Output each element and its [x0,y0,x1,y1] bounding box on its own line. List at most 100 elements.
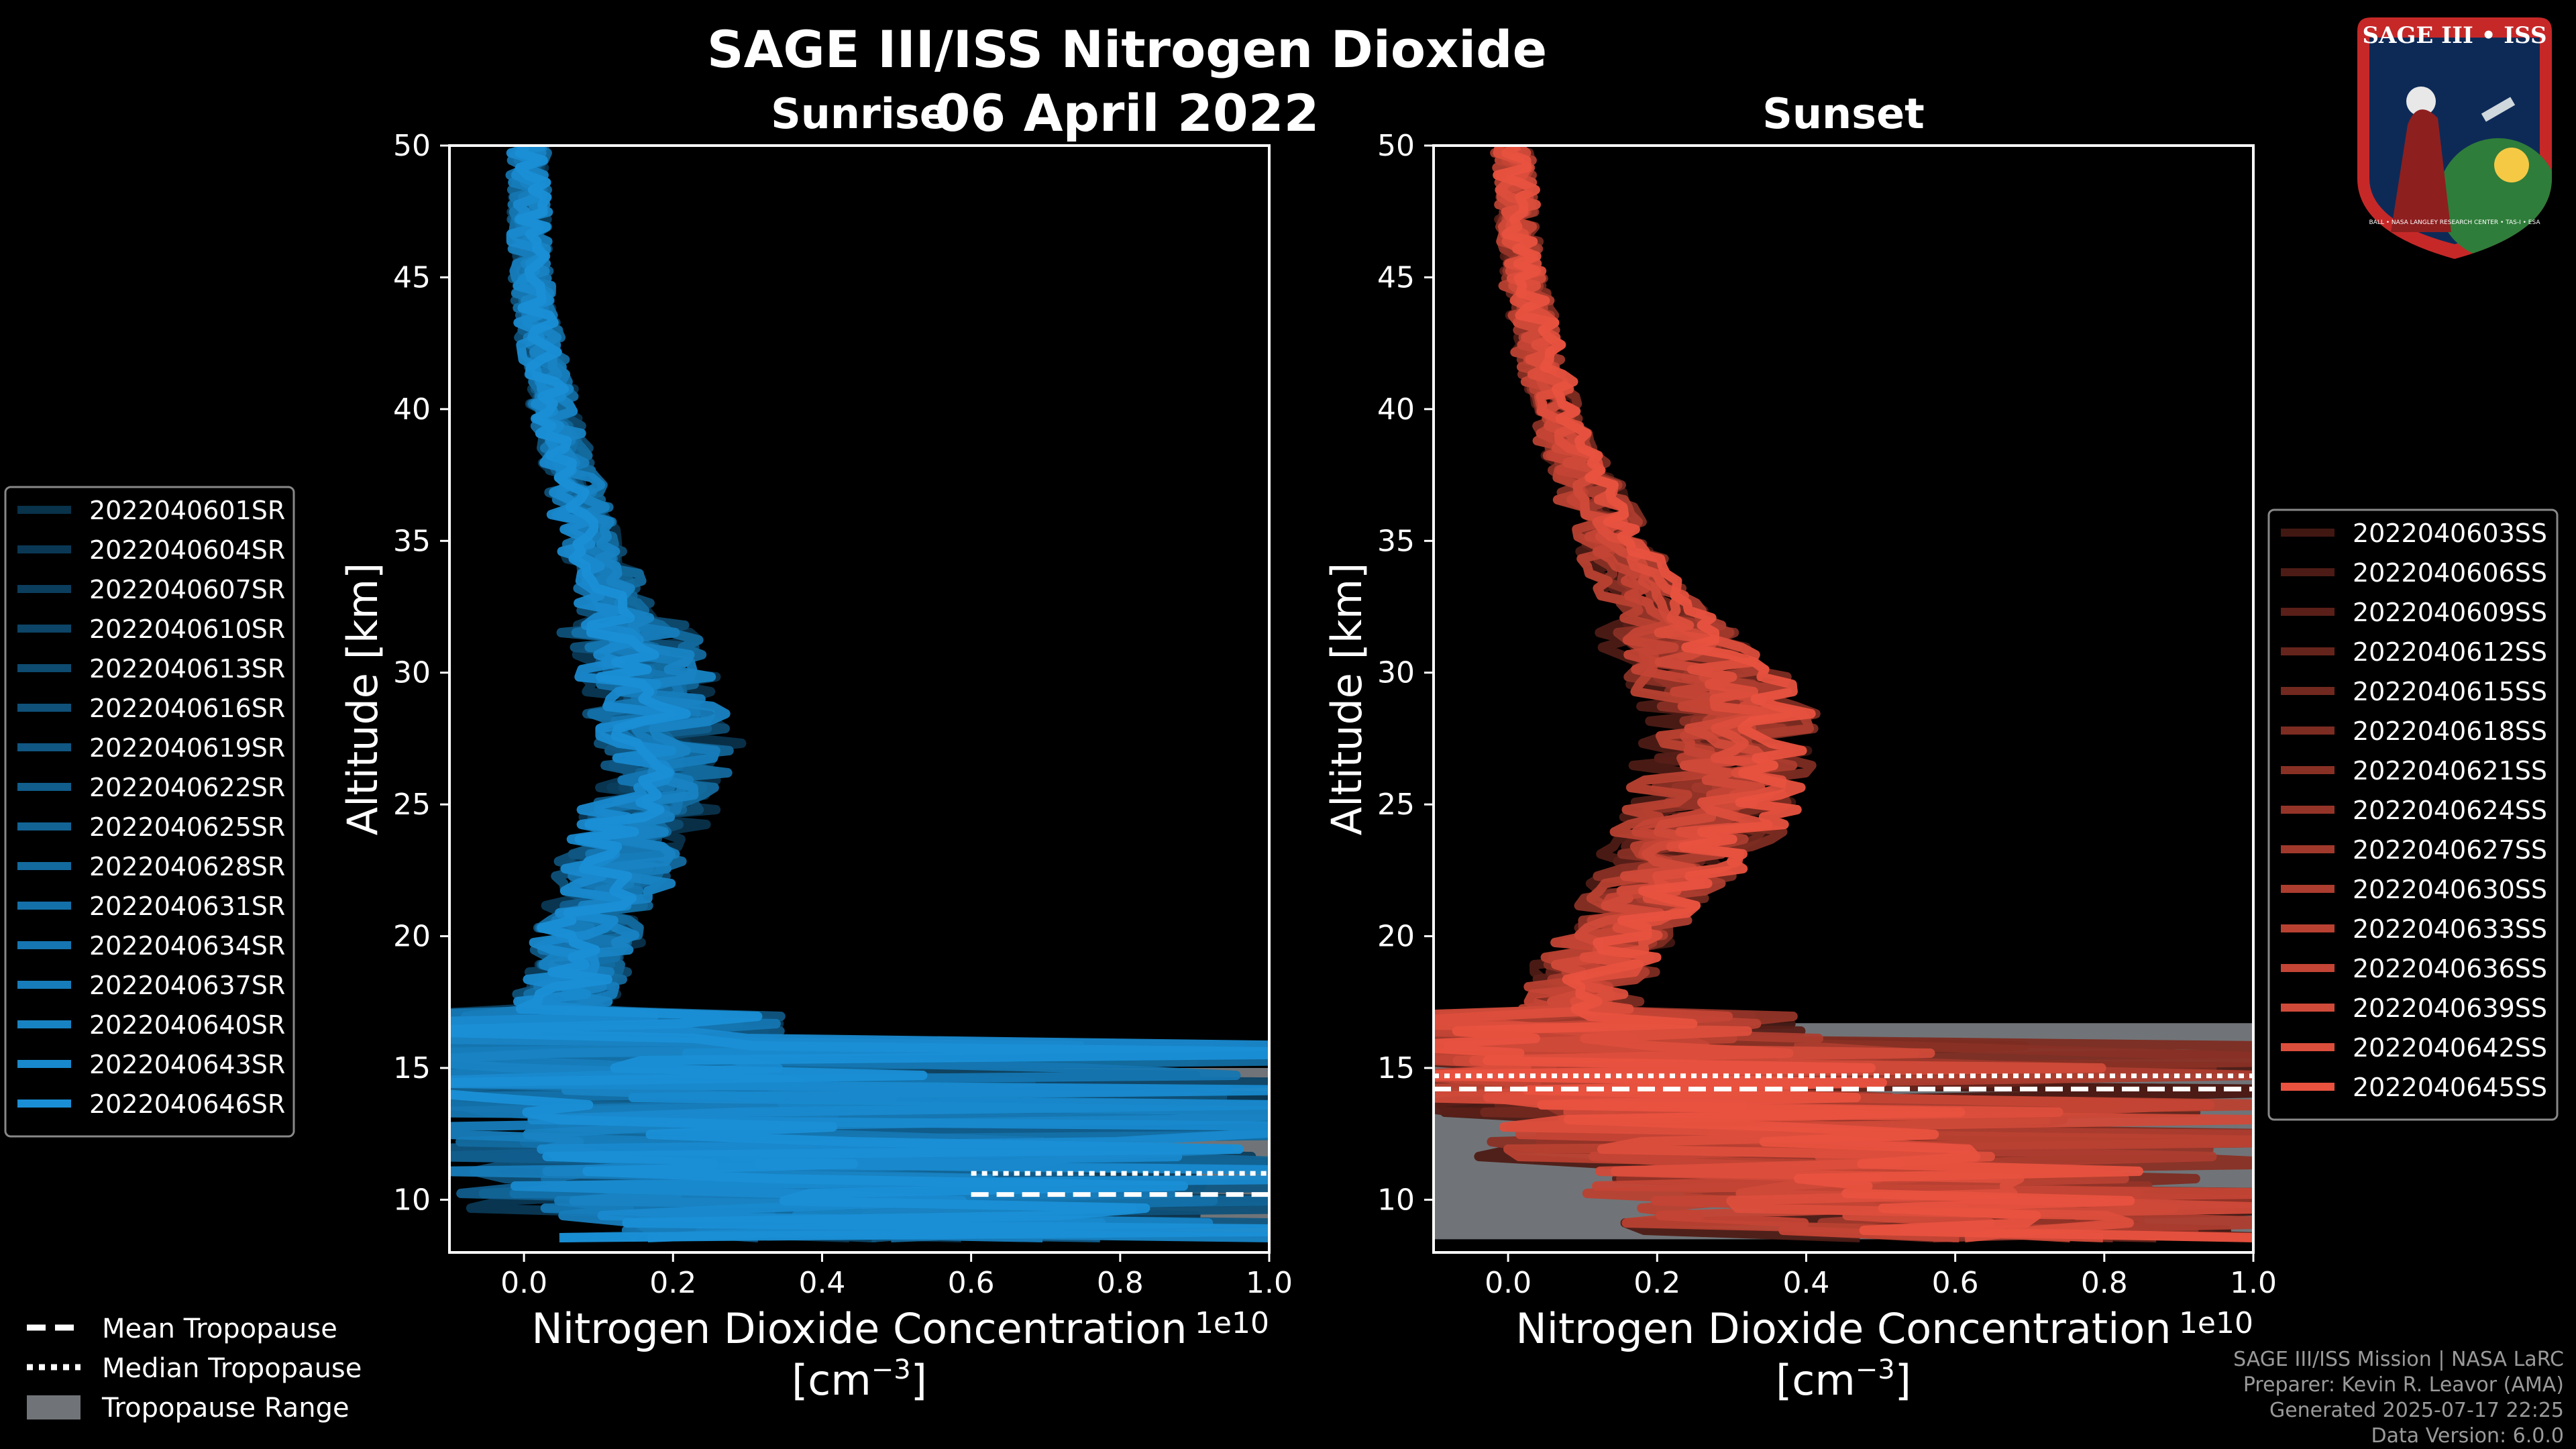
wizard-figure-icon [2391,109,2451,232]
tropopause-range-legend-swatch [27,1395,80,1419]
legend-label: 2022040639SS [2353,994,2547,1023]
x-axis-unit: [cm−3] [792,1354,927,1405]
x-tick-label: 1.0 [2230,1266,2277,1300]
legend-label: 2022040606SS [2353,558,2547,588]
legend-label: 2022040634SR [89,931,285,961]
sun-icon [2494,148,2529,182]
plot-frame [1432,144,2255,1254]
x-tick-label: 0.2 [649,1266,696,1300]
x-scale-label: 1e10 [2179,1306,2253,1340]
y-axis-label: Altitude [km] [1322,563,1371,836]
plot-frame [448,144,1271,1254]
y-tick-label: 25 [393,788,431,822]
x-tick-label: 0.8 [1097,1266,1144,1300]
profile-lines [449,146,1269,1242]
y-tick-label: 45 [393,260,431,294]
y-tick-label: 20 [1377,920,1415,954]
legend-label: 2022040643SR [89,1050,285,1079]
y-tick-label: 15 [1377,1051,1415,1085]
chart-title: SAGE III/ISS Nitrogen Dioxide [707,19,1547,79]
y-tick-label: 35 [393,524,431,558]
legend-label: 2022040637SR [89,971,285,1000]
legend-label: 2022040601SR [89,496,285,525]
panel-title: Sunrise [771,89,948,138]
legend-label: 2022040613SR [89,654,285,684]
profile-lines [1434,146,2253,1242]
x-tick-label: 0.0 [1485,1266,1532,1300]
logo-caption: BALL • NASA LANGLEY RESEARCH CENTER • TA… [2369,219,2540,226]
legend-label: 2022040630SS [2353,875,2547,904]
panel-title: Sunset [1762,89,1925,138]
y-tick-label: 25 [1377,788,1415,822]
y-tick-label: 45 [1377,260,1415,294]
legend-label: 2022040633SS [2353,914,2547,944]
sunrise-legend: 2022040601SR 2022040604SR 2022040607SR 2022… [4,486,295,1138]
x-axis-label: Nitrogen Dioxide Concentration [1515,1304,2171,1353]
y-tick-label: 10 [393,1183,431,1217]
legend-label: 2022040604SR [89,535,285,565]
x-axis-unit: [cm−3] [1776,1354,1911,1405]
legend-label: 2022040610SR [89,614,285,644]
x-tick-label: 0.6 [948,1266,995,1300]
y-axis-label: Altitude [km] [338,563,387,836]
legend-label: 2022040616SR [89,694,285,723]
x-tick-label: 0.2 [1633,1266,1680,1300]
sunset-legend: 2022040603SS 2022040606SS 2022040609SS 2022… [2267,508,2559,1121]
legend-box [2267,508,2559,1121]
iss-icon [2481,97,2516,122]
x-scale-label: 1e10 [1195,1306,1269,1340]
y-tick-label: 30 [393,656,431,690]
legend-label: 2022040627SS [2353,835,2547,865]
legend-label: 2022040646SR [89,1089,285,1119]
tropopause-range-legend-label: Tropopause Range [101,1393,350,1424]
legend-label: 2022040624SS [2353,796,2547,825]
y-tick-label: 50 [393,129,431,163]
profile-line-2022040645SS [1434,146,2253,1242]
y-tick-label: 30 [1377,656,1415,690]
sunset-panel: 0.0 0.2 0.4 0.6 0.8 1.0 10 15 20 25 30 35 40 45 50 Suns… [1322,89,2277,1405]
footer-mission: SAGE III/ISS Mission | NASA LaRC [2233,1348,2564,1371]
sunrise-panel: 0.0 0.2 0.4 0.6 0.8 1.0 10 15 20 25 30 35 40 45 50 Sunr… [338,89,1293,1405]
y-tick-label: 15 [393,1051,431,1085]
legend-box [4,486,295,1138]
mean-tropopause-legend-label: Mean Tropopause [102,1313,337,1344]
legend-label: 2022040628SR [89,852,285,881]
y-tick-label: 50 [1377,129,1415,163]
legend-label: 2022040622SR [89,773,285,802]
x-tick-label: 0.8 [2081,1266,2128,1300]
legend-label: 2022040607SR [89,575,285,604]
x-tick-label: 1.0 [1246,1266,1293,1300]
profile-line-2022040646SR [449,146,1269,1242]
y-tick-label: 40 [1377,392,1415,427]
logo-text: SAGE III • ISS [2362,22,2546,49]
legend-label: 2022040603SS [2353,519,2547,548]
legend-label: 2022040612SS [2353,637,2547,667]
legend-label: 2022040631SR [89,892,285,921]
y-tick-label: 10 [1377,1183,1415,1217]
legend-label: 2022040636SS [2353,954,2547,983]
x-tick-label: 0.4 [1782,1266,1829,1300]
footer-version: Data Version: 6.0.0 [2371,1424,2564,1448]
chart-date: 06 April 2022 [934,83,1319,143]
legend-label: 2022040621SS [2353,756,2547,786]
legend-label: 2022040618SS [2353,716,2547,746]
x-tick-label: 0.6 [1932,1266,1979,1300]
legend-label: 2022040625SR [89,812,285,842]
x-axis-label: Nitrogen Dioxide Concentration [531,1304,1187,1353]
legend-label: 2022040642SS [2353,1033,2547,1063]
median-tropopause-legend-label: Median Tropopause [102,1353,362,1384]
legend-label: 2022040615SS [2353,677,2547,706]
y-tick-label: 40 [393,392,431,427]
legend-label: 2022040645SS [2353,1073,2547,1102]
footer-preparer: Preparer: Kevin R. Leavor (AMA) [2243,1373,2564,1397]
y-tick-label: 35 [1377,524,1415,558]
legend-label: 2022040640SR [89,1010,285,1040]
footer-generated: Generated 2025-07-17 22:25 [2269,1399,2564,1422]
footer: SAGE III/ISS Mission | NASA LaRC Prepare… [2233,1348,2564,1448]
x-tick-label: 0.4 [798,1266,845,1300]
x-tick-label: 0.0 [500,1266,547,1300]
legend-label: 2022040609SS [2353,598,2547,627]
sage-logo: SAGE III • ISS BALL • NASA LANGLEY RESEA… [2357,17,2552,259]
tropopause-legend: Mean Tropopause Median Tropopause Tropop… [27,1313,362,1424]
